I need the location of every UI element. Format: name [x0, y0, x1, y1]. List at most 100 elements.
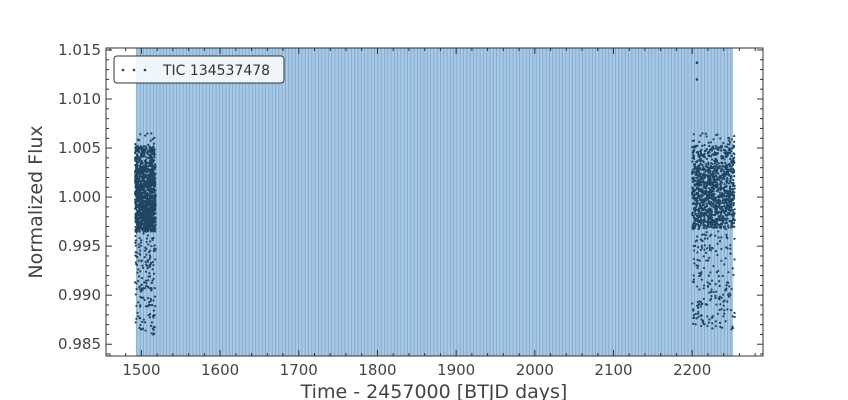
- data-point: [147, 198, 150, 201]
- data-point: [714, 234, 717, 237]
- data-point: [728, 207, 731, 210]
- data-point: [714, 217, 718, 221]
- data-point: [725, 202, 728, 205]
- data-point: [135, 145, 138, 148]
- data-point: [714, 175, 718, 178]
- data-point: [709, 249, 712, 252]
- data-point: [720, 154, 723, 158]
- data-point: [151, 171, 154, 174]
- data-point: [702, 166, 705, 169]
- x-tick-label: 2100: [594, 361, 632, 379]
- data-point: [139, 200, 142, 203]
- data-point: [147, 229, 150, 232]
- data-point: [728, 196, 731, 199]
- data-point: [727, 143, 731, 146]
- data-point: [714, 296, 717, 300]
- data-point: [732, 168, 736, 172]
- data-point: [134, 201, 137, 205]
- data-point: [702, 226, 705, 230]
- data-point: [733, 208, 736, 211]
- data-point: [711, 174, 714, 177]
- data-point: [697, 191, 700, 195]
- data-point: [719, 137, 722, 140]
- data-point: [702, 233, 706, 236]
- data-point: [705, 157, 709, 161]
- data-point: [696, 178, 699, 181]
- data-point: [137, 221, 140, 224]
- data-point: [137, 259, 140, 262]
- data-point: [702, 198, 705, 201]
- data-point: [152, 309, 155, 312]
- data-point: [716, 183, 719, 186]
- data-point: [693, 149, 696, 152]
- data-point: [139, 202, 142, 206]
- data-point: [698, 140, 701, 143]
- data-point: [703, 213, 707, 216]
- data-point: [732, 178, 735, 182]
- data-point: [702, 177, 705, 180]
- data-point: [142, 222, 145, 225]
- data-point: [706, 152, 709, 155]
- data-point: [725, 152, 728, 156]
- data-point: [711, 170, 715, 173]
- data-point: [154, 202, 157, 205]
- data-point: [708, 234, 712, 238]
- data-point: [143, 179, 146, 182]
- data-point: [729, 294, 732, 297]
- data-point: [692, 133, 695, 136]
- data-point: [150, 184, 153, 188]
- data-point: [729, 177, 732, 180]
- data-point: [142, 190, 146, 193]
- data-point: [144, 170, 147, 173]
- data-point: [154, 207, 157, 210]
- data-point: [713, 193, 716, 196]
- data-point: [725, 284, 728, 287]
- data-point: [706, 221, 709, 224]
- data-point: [729, 170, 732, 173]
- data-point: [717, 198, 720, 202]
- data-point: [135, 149, 138, 153]
- data-point: [724, 213, 727, 217]
- data-point: [146, 234, 150, 237]
- data-point: [702, 287, 705, 290]
- data-point: [143, 287, 146, 290]
- data-point: [698, 202, 702, 205]
- data-point: [715, 204, 718, 208]
- data-point: [702, 186, 705, 189]
- data-point: [137, 185, 140, 188]
- x-tick-label: 1600: [201, 361, 239, 379]
- data-point: [152, 314, 156, 317]
- data-point: [717, 236, 720, 239]
- data-point: [717, 172, 720, 175]
- data-point: [730, 222, 734, 225]
- data-point: [139, 328, 142, 331]
- data-point: [139, 133, 142, 136]
- data-point: [729, 252, 732, 255]
- data-point: [714, 294, 717, 297]
- outlier-point: [695, 78, 699, 81]
- data-point: [149, 230, 153, 233]
- data-point: [699, 175, 702, 178]
- y-tick-label: 0.995: [58, 237, 101, 255]
- data-point: [721, 215, 725, 218]
- data-point: [135, 255, 138, 258]
- data-point: [733, 212, 736, 215]
- data-point: [149, 183, 152, 186]
- data-point: [700, 324, 703, 328]
- data-point: [144, 182, 147, 185]
- data-point: [694, 183, 698, 187]
- data-point: [705, 247, 709, 250]
- data-point: [701, 233, 704, 236]
- data-point: [138, 212, 141, 216]
- data-point: [152, 299, 155, 302]
- segment-0: [134, 132, 157, 336]
- data-point: [134, 156, 137, 159]
- data-point: [135, 251, 138, 254]
- shaded-region: [135, 48, 734, 356]
- data-point: [137, 301, 140, 304]
- data-point: [720, 307, 723, 311]
- data-point: [699, 314, 702, 317]
- legend-entry-label: TIC 134537478: [162, 63, 270, 79]
- data-point: [704, 234, 708, 237]
- data-point: [146, 185, 150, 188]
